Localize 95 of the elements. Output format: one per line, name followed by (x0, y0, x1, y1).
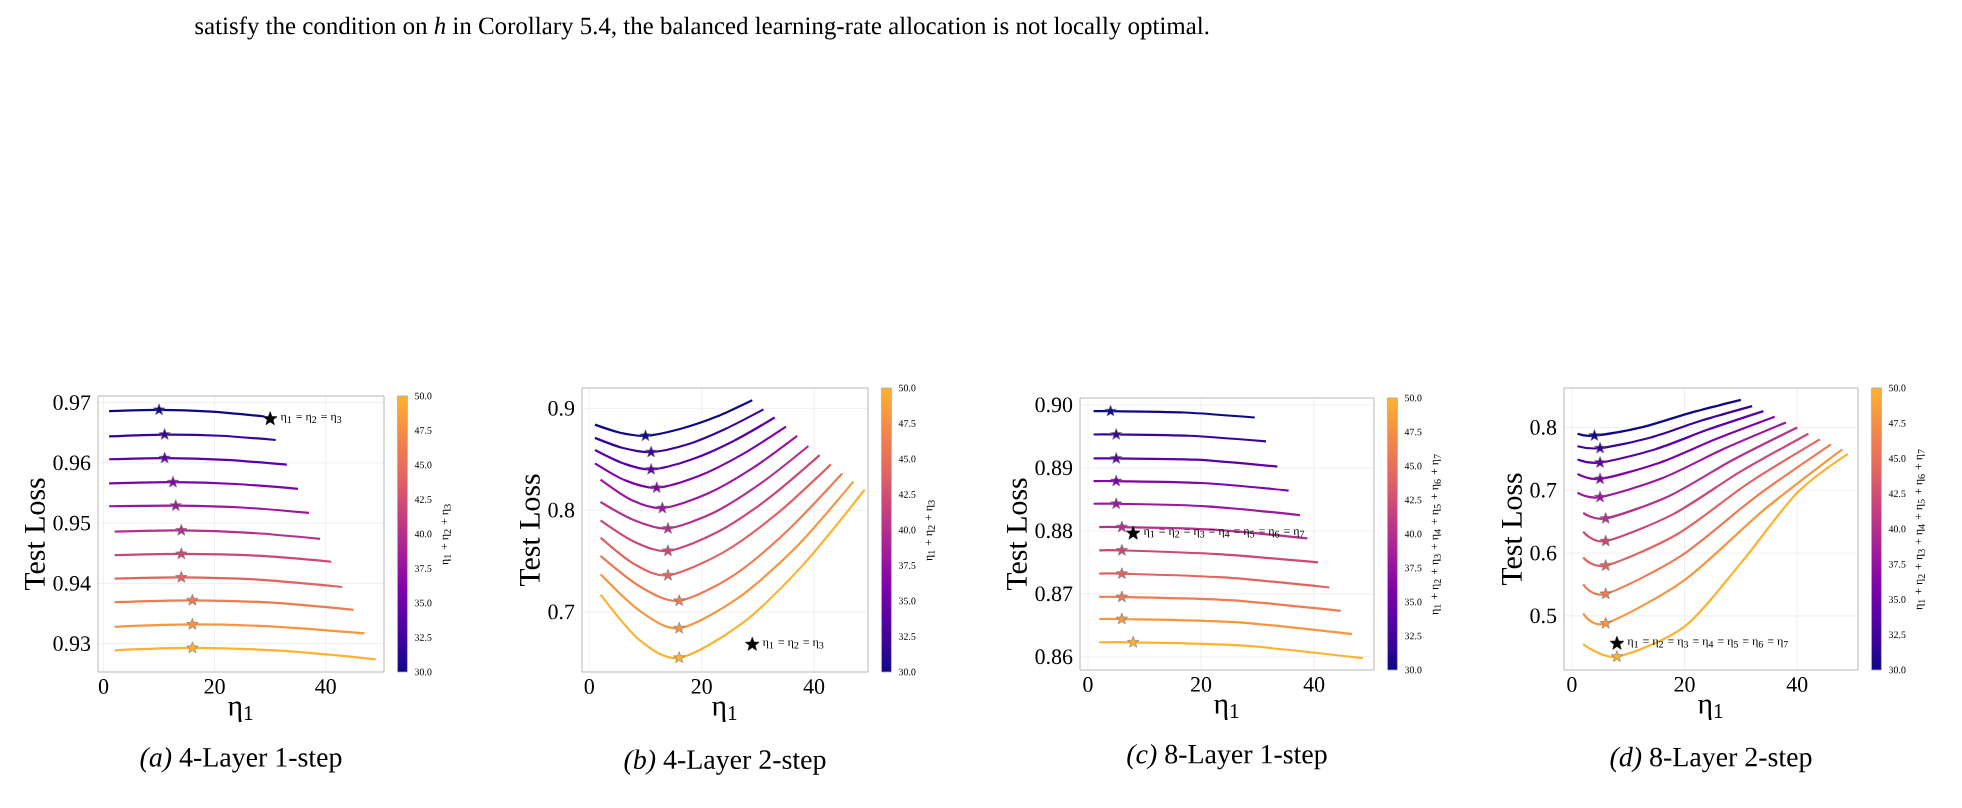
point (1115, 544, 1128, 556)
y-tick-label: 0.8 (548, 502, 575, 518)
y-tick-label: 0.7 (548, 604, 575, 620)
y-axis-title: Test Loss (1502, 473, 1522, 586)
point (186, 641, 199, 654)
x-tick-label: 0 (98, 679, 109, 694)
point (1104, 404, 1117, 417)
point (186, 593, 199, 606)
y-tick-label: 0.88 (1035, 523, 1073, 539)
point (158, 451, 171, 464)
point (1599, 617, 1612, 629)
point (175, 524, 188, 536)
point (1610, 650, 1623, 662)
text: (d) 8-Layer 2-step (1610, 746, 1812, 773)
point (263, 411, 278, 426)
x-axis-title: η$_{1}$ (1213, 699, 1239, 720)
text: (c) 8-Layer 1-step (1127, 743, 1327, 770)
point (169, 499, 182, 511)
point (645, 463, 658, 475)
line-series (593, 399, 754, 438)
y-tick-label: 0.94 (53, 575, 91, 591)
y-tick-label: 0.5 (1530, 608, 1557, 624)
point (673, 594, 686, 606)
x-tick-label: 40 (803, 679, 825, 694)
point (1594, 441, 1607, 454)
line-series (1582, 448, 1844, 626)
line-series (1582, 452, 1849, 659)
point (1599, 512, 1612, 524)
text: (a) 4-Layer 1-step (140, 747, 342, 773)
point (1588, 429, 1601, 441)
x-tick-label: 20 (1674, 677, 1695, 692)
y-tick-label: 0.90 (1035, 397, 1073, 413)
line-series (1582, 426, 1799, 521)
x-tick-label: 20 (1191, 677, 1212, 692)
x-tick-label: 40 (315, 679, 336, 694)
point (158, 428, 171, 440)
y-tick-label: 0.89 (1035, 460, 1073, 476)
x-axis-title: η$_{1}$ (227, 701, 253, 722)
point (1609, 636, 1625, 650)
x-tick-label: 0 (1567, 677, 1577, 692)
point (1594, 490, 1607, 503)
y-tick-label: 0.86 (1035, 649, 1073, 665)
point (1110, 497, 1123, 509)
y-tick-label: 0.6 (1530, 545, 1557, 561)
point (166, 475, 179, 488)
y-tick-label: 0.87 (1035, 586, 1073, 602)
x-axis-title: η$_{1}$ (1697, 699, 1723, 720)
point (1110, 474, 1123, 487)
point (1599, 559, 1612, 571)
point (175, 547, 188, 560)
point (1115, 567, 1128, 579)
point (1127, 636, 1140, 648)
x-tick-label: 0 (1083, 677, 1093, 692)
y-tick-label: 0.93 (53, 636, 91, 652)
point (661, 522, 674, 534)
y-axis-title: Test Loss (25, 478, 45, 591)
point (673, 651, 686, 663)
point (1115, 520, 1128, 533)
point (175, 571, 188, 583)
text: satisfy the condition on h in Corollary 5.4, the balanced learning-rate allocation is not locally optimal. (195, 16, 1209, 40)
point (153, 403, 166, 416)
y-tick-label: 0.8 (1530, 420, 1557, 435)
point (1115, 612, 1128, 625)
point (1115, 590, 1128, 603)
point (639, 429, 652, 441)
point (656, 501, 669, 514)
x-tick-label: 0 (584, 679, 594, 694)
point (1594, 472, 1607, 485)
y-tick-label: 0.95 (53, 515, 91, 531)
point (1599, 534, 1612, 547)
x-tick-label: 40 (1786, 677, 1808, 692)
line-series (1582, 438, 1821, 568)
y-tick-label: 0.97 (53, 395, 91, 411)
point (645, 445, 658, 458)
point (661, 544, 674, 557)
point (1110, 428, 1123, 440)
y-axis-title: Test Loss (1007, 478, 1027, 591)
point (650, 481, 663, 493)
point (1599, 587, 1612, 600)
point (1594, 456, 1607, 468)
point (1110, 452, 1123, 464)
x-tick-label: 20 (691, 679, 712, 694)
x-axis-title: η$_{1}$ (711, 701, 737, 722)
x-tick-label: 40 (1303, 677, 1325, 692)
point (661, 569, 674, 581)
y-axis-title: Test Loss (520, 474, 540, 587)
point (745, 637, 760, 651)
y-tick-label: 0.96 (53, 455, 91, 471)
x-tick-label: 20 (204, 679, 225, 694)
point (1126, 525, 1141, 540)
y-tick-label: 0.9 (548, 400, 575, 416)
text: (b) 4-Layer 2-step (624, 749, 826, 775)
y-tick-label: 0.7 (1530, 482, 1557, 498)
point (673, 621, 686, 634)
point (186, 618, 199, 630)
